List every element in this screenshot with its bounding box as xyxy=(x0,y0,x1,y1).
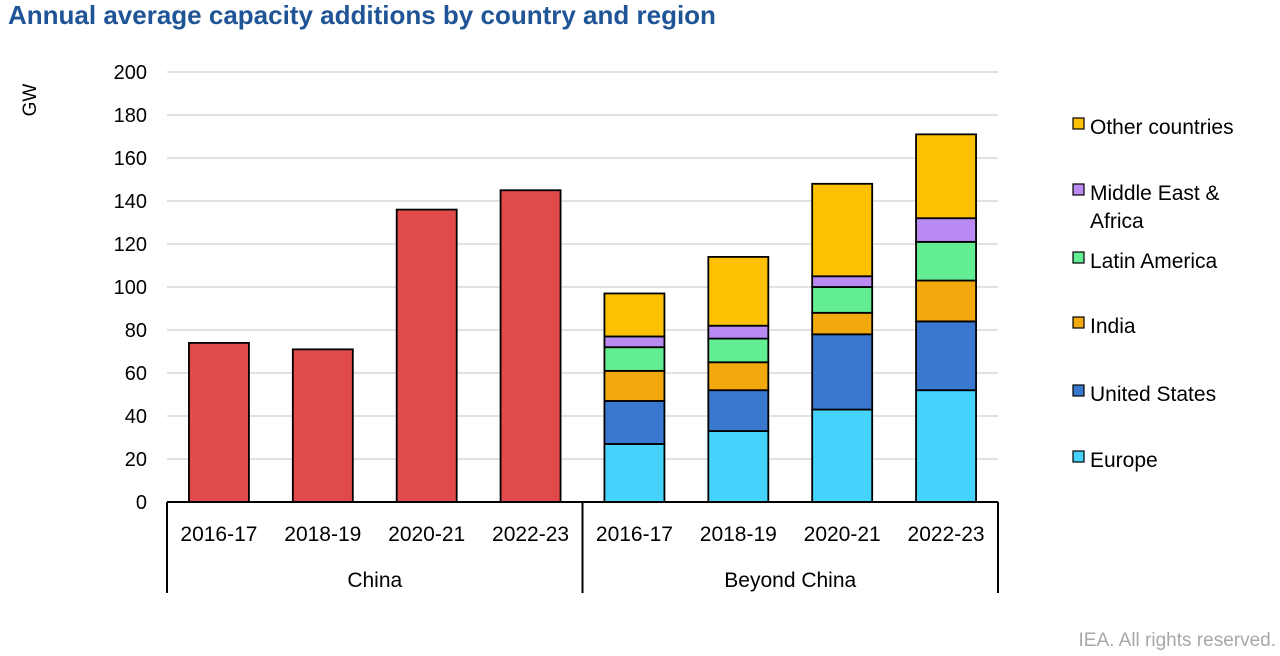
bar-segment-india-2016-17 xyxy=(603,369,666,402)
x-tick-label: 2022-23 xyxy=(908,523,985,546)
bar-segment-middle-east-africa-2016-17 xyxy=(603,335,666,349)
legend-label-latin-america: Latin America xyxy=(1090,250,1218,273)
bar-segment-middle-east-africa-2018-19 xyxy=(707,324,770,340)
x-tick-label: 2016-17 xyxy=(180,523,257,546)
bar-segment-united-states-2022-23 xyxy=(915,320,977,392)
bar-china-2020-21 xyxy=(395,208,458,503)
bar-segment-india-2020-21 xyxy=(811,311,874,336)
legend-label-india: India xyxy=(1090,315,1136,338)
legend-swatch-india xyxy=(1072,316,1085,329)
legend-swatch-united-states xyxy=(1072,384,1085,397)
bar-segment-europe-2020-21 xyxy=(811,408,874,503)
y-tick-label: 100 xyxy=(114,277,147,299)
bar-segment-latin-america-2016-17 xyxy=(603,346,666,372)
y-tick-label: 60 xyxy=(125,363,147,385)
legend-swatch-middle-east-africa xyxy=(1072,183,1085,196)
legend-label-middle-east-africa: Middle East & Africa xyxy=(1090,182,1220,233)
y-tick-label: 200 xyxy=(114,62,147,84)
y-axis-label: GW xyxy=(20,84,41,117)
legend-swatch-other-countries xyxy=(1072,117,1085,130)
x-tick-label: 2018-19 xyxy=(284,523,361,546)
bar-segment-united-states-2018-19 xyxy=(707,389,770,432)
y-tick-label: 80 xyxy=(125,320,147,342)
y-tick-label: 0 xyxy=(136,492,147,514)
legend-label-united-states: United States xyxy=(1090,383,1216,406)
y-tick-label: 140 xyxy=(114,191,147,213)
y-tick-label: 160 xyxy=(114,148,147,170)
bar-segment-india-2018-19 xyxy=(707,361,770,392)
x-tick-label: 2018-19 xyxy=(700,523,777,546)
bar-segment-other-countries-2018-19 xyxy=(707,255,770,327)
y-tick-label: 180 xyxy=(114,105,147,127)
bar-segment-india-2022-23 xyxy=(915,279,977,323)
legend-label-other-countries: Other countries xyxy=(1090,116,1234,139)
bar-segment-middle-east-africa-2022-23 xyxy=(915,217,977,243)
x-tick-label: 2016-17 xyxy=(596,523,673,546)
x-tick-label: 2022-23 xyxy=(492,523,569,546)
x-tick-label: 2020-21 xyxy=(804,523,881,546)
bar-segment-latin-america-2020-21 xyxy=(811,286,874,314)
legend-label-europe: Europe xyxy=(1090,449,1158,472)
bar-segment-middle-east-africa-2020-21 xyxy=(811,275,874,288)
bar-segment-latin-america-2022-23 xyxy=(915,240,977,282)
bar-segment-europe-2022-23 xyxy=(915,389,977,503)
y-tick-label: 20 xyxy=(125,449,147,471)
x-group-label: Beyond China xyxy=(724,569,856,592)
bar-segment-latin-america-2018-19 xyxy=(707,337,770,364)
bar-segment-other-countries-2020-21 xyxy=(811,182,874,278)
x-group-label: China xyxy=(347,569,402,592)
y-tick-label: 40 xyxy=(125,406,147,428)
chart-title: Annual average capacity additions by cou… xyxy=(8,0,716,30)
bar-segment-other-countries-2016-17 xyxy=(603,292,666,338)
bar-china-2016-17 xyxy=(188,341,250,503)
legend-swatch-europe xyxy=(1072,450,1085,463)
bar-china-2018-19 xyxy=(291,348,354,503)
x-tick-label: 2020-21 xyxy=(388,523,465,546)
bar-china-2022-23 xyxy=(499,189,562,503)
bar-segment-united-states-2016-17 xyxy=(603,400,666,445)
bar-segment-europe-2018-19 xyxy=(707,430,770,503)
y-tick-label: 120 xyxy=(114,234,147,256)
bar-segment-other-countries-2022-23 xyxy=(915,133,977,220)
bar-segment-united-states-2020-21 xyxy=(811,333,874,411)
bar-segment-europe-2016-17 xyxy=(603,443,666,503)
copyright-note: IEA. All rights reserved. xyxy=(1078,630,1276,651)
legend-swatch-latin-america xyxy=(1072,251,1085,264)
